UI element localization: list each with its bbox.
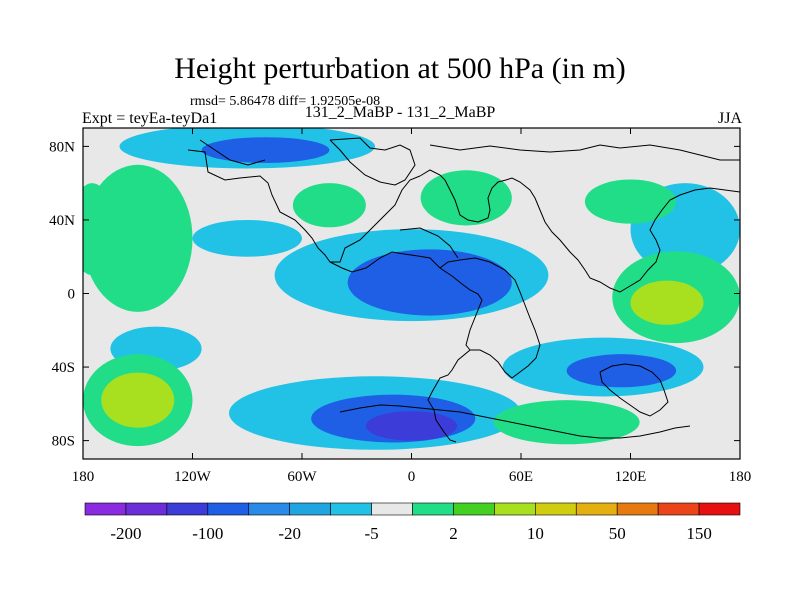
colorbar-swatch-15: [698, 502, 741, 516]
colorbar-swatch-0: [84, 502, 127, 516]
experiment-label: Expt = teyEa-teyDa1: [82, 110, 218, 127]
colorbar-swatch-2: [166, 502, 209, 516]
coastline-arctic: [429, 144, 740, 161]
coastline-layer: [187, 137, 740, 443]
colorbar-label-7: 150: [686, 524, 712, 543]
colorbar-swatch-8: [412, 502, 454, 516]
colorbar-label-1: -100: [192, 524, 223, 543]
colorbar-label-4: 2: [449, 524, 458, 543]
colorbar-swatch-9: [453, 502, 495, 516]
chart-title: Height perturbation at 500 hPa (in m): [174, 52, 626, 85]
colorbar-label-6: 50: [609, 524, 626, 543]
coastline-greenland: [329, 137, 416, 186]
coastline-europe-asia: [419, 169, 740, 293]
colorbar-swatch-5: [289, 502, 331, 516]
contour-region-1: [347, 249, 512, 316]
colorbar-swatch-13: [616, 502, 659, 516]
contour-region-20: [493, 400, 640, 445]
contour-region-18: [292, 183, 366, 228]
y-tick-label-4: 80S: [52, 434, 75, 450]
coastline-north-america: [187, 149, 421, 263]
colorbar-label-5: 10: [527, 524, 544, 543]
colorbar-swatch-14: [657, 502, 700, 516]
colorbar-label-2: -20: [278, 524, 301, 543]
contour-region-8: [201, 137, 330, 163]
y-tick-label-2: 0: [68, 287, 76, 303]
colorbar-label-0: -200: [110, 524, 141, 543]
x-tick-label-1: 120W: [174, 469, 212, 485]
y-tick-label-3: 40S: [52, 360, 75, 376]
coastline-inland-2: [199, 139, 266, 166]
y-axis: 80N 40N 0 40S 80S: [49, 139, 740, 450]
contour-region-11: [192, 219, 302, 257]
contour-region-16: [630, 280, 704, 325]
x-tick-label-2: 60W: [287, 469, 317, 485]
x-tick-label-0: 180: [72, 469, 95, 485]
coastline-inland-1: [399, 227, 459, 259]
contour-region-17: [584, 179, 677, 224]
colorbar: -200 -100 -20 -5 2 10 50 150: [84, 502, 741, 543]
coastline-australia: [599, 363, 669, 417]
x-tick-label-5: 120E: [615, 469, 647, 485]
x-tick-label-3: 0: [408, 469, 416, 485]
case-comparison-label: 131_2_MaBP - 131_2_MaBP: [304, 104, 496, 121]
y-tick-label-1: 40N: [49, 213, 75, 229]
colorbar-swatch-3: [207, 502, 250, 516]
colorbar-swatch-1: [125, 502, 168, 516]
coastline-africa: [439, 257, 541, 379]
coastline-antarctica: [339, 404, 691, 439]
contour-region-6: [566, 354, 677, 388]
coastline-south-america: [329, 251, 483, 443]
colorbar-label-3: -5: [364, 524, 378, 543]
colorbar-swatch-6: [330, 502, 372, 516]
contour-region-4: [365, 411, 458, 441]
contour-region-14: [101, 372, 175, 428]
contour-region-21: [83, 183, 115, 276]
x-tick-label-4: 60E: [509, 469, 533, 485]
season-label: JJA: [717, 110, 742, 127]
x-tick-label-6: 180: [729, 469, 752, 485]
contour-region-19: [420, 170, 512, 226]
colorbar-swatch-10: [494, 502, 536, 516]
contour-region-12: [83, 164, 193, 312]
contour-fill-layer: [83, 128, 740, 459]
colorbar-swatch-11: [535, 502, 577, 516]
colorbar-swatch-4: [248, 502, 290, 516]
colorbar-swatch-12: [575, 502, 618, 516]
y-tick-label-0: 80N: [49, 139, 75, 155]
rmsd-diff-stats: rmsd= 5.86478 diff= 1.92505e-08: [190, 94, 381, 109]
x-axis: 180 120W 60W 0 60E 120E 180: [72, 128, 752, 485]
colorbar-swatch-7: [371, 502, 413, 516]
